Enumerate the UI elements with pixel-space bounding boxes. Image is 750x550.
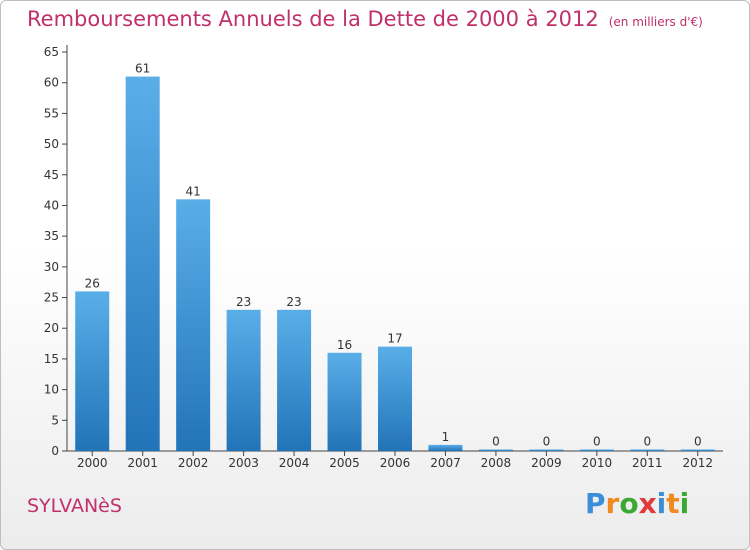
chart-title-text: Remboursements Annuels de la Dette de 20…: [27, 7, 599, 31]
proxiti-logo[interactable]: Proxiti: [585, 487, 689, 520]
bar-value-label: 0: [543, 435, 551, 449]
bar-value-label: 0: [492, 435, 500, 449]
bar-value-label: 0: [593, 435, 601, 449]
bar-value-label: 23: [236, 295, 251, 309]
bar: [680, 449, 715, 451]
bar: [125, 76, 160, 452]
y-tick-label: 50: [44, 137, 59, 151]
bar: [579, 449, 614, 451]
bar: [478, 449, 513, 451]
bar-value-label: 26: [85, 276, 100, 290]
y-tick-label: 0: [51, 444, 59, 458]
x-tick-label: 2001: [127, 456, 158, 470]
chart-title: Remboursements Annuels de la Dette de 20…: [27, 7, 703, 31]
y-tick-label: 65: [44, 45, 59, 59]
bar: [176, 199, 211, 451]
chart-unit: (en milliers d'€): [608, 15, 703, 29]
x-tick-label: 2012: [682, 456, 713, 470]
y-tick-label: 30: [44, 260, 59, 274]
bar: [226, 309, 261, 451]
x-tick-label: 2010: [582, 456, 613, 470]
bar-value-label: 41: [186, 184, 201, 198]
y-tick-label: 55: [44, 106, 59, 120]
logo-letter: P: [585, 487, 606, 520]
y-tick-label: 60: [44, 76, 59, 90]
y-tick-label: 40: [44, 198, 59, 212]
bar: [277, 309, 312, 451]
y-tick-label: 20: [44, 321, 59, 335]
x-tick-label: 2007: [430, 456, 461, 470]
x-tick-label: 2003: [228, 456, 259, 470]
y-tick-label: 25: [44, 291, 59, 305]
logo-letter: i: [679, 487, 690, 520]
x-tick-label: 2008: [481, 456, 512, 470]
y-tick-label: 10: [44, 383, 59, 397]
x-tick-label: 2006: [380, 456, 411, 470]
x-tick-label: 2002: [178, 456, 209, 470]
bar: [428, 444, 463, 451]
bar: [378, 346, 412, 451]
x-tick-label: 2011: [632, 456, 663, 470]
logo-letter: i: [656, 487, 667, 520]
logo-letter: r: [605, 487, 620, 520]
y-tick-label: 45: [44, 168, 59, 182]
bar-value-label: 16: [337, 338, 352, 352]
x-tick-label: 2009: [531, 456, 562, 470]
bars: 26 61 41 23 23 16 17 1 0 0 0 0 0: [75, 62, 715, 452]
bar: [327, 352, 362, 451]
logo-letter: o: [619, 487, 639, 520]
bar: [630, 449, 665, 451]
city-name: SYLVANèS: [27, 495, 122, 517]
x-tick-label: 2005: [329, 456, 360, 470]
x-tick-label: 2000: [77, 456, 108, 470]
bar-value-label: 1: [442, 430, 450, 444]
bar-value-label: 17: [387, 332, 402, 346]
y-tick-label: 15: [44, 352, 59, 366]
bar: [75, 291, 110, 451]
x-tick-label: 2004: [279, 456, 310, 470]
logo-letter: x: [638, 487, 657, 520]
y-tick-label: 35: [44, 229, 59, 243]
logo-letter: t: [666, 487, 680, 520]
bar: [529, 449, 564, 451]
y-tick-label: 5: [51, 413, 59, 427]
bar-value-label: 0: [694, 435, 702, 449]
bar-value-label: 23: [286, 295, 301, 309]
bar-value-label: 61: [135, 62, 150, 76]
bar-value-label: 0: [643, 435, 651, 449]
